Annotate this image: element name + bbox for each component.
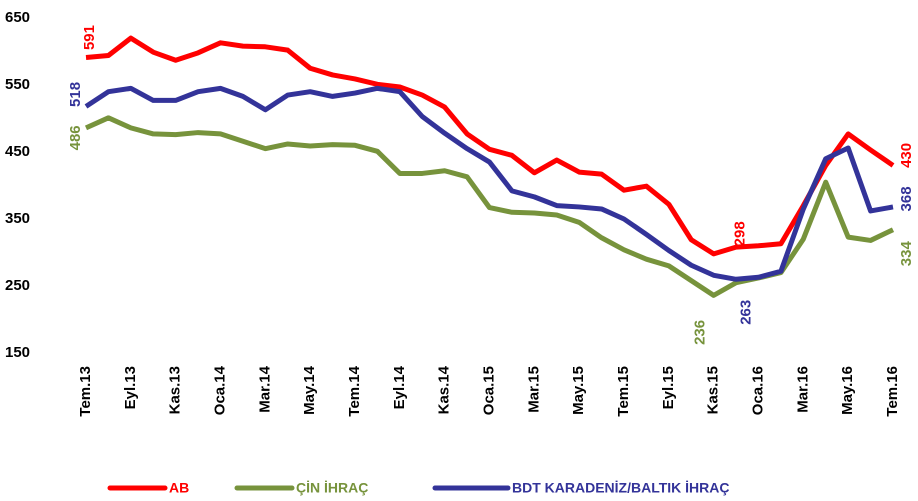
legend-label: BDT KARADENİZ/BALTIK İHRAÇ xyxy=(512,480,730,496)
y-tick-label: 450 xyxy=(5,143,30,160)
y-tick-label: 650 xyxy=(5,9,30,26)
data-label: 263 xyxy=(737,300,754,325)
x-tick-label: Eyl.14 xyxy=(391,365,408,409)
data-label: 430 xyxy=(898,143,915,168)
y-tick-label: 150 xyxy=(5,344,30,361)
x-tick-label: Eyl.13 xyxy=(122,366,139,409)
y-tick-label: 550 xyxy=(5,76,30,93)
x-tick-label: Mar.16 xyxy=(794,366,811,413)
x-tick-label: Tem.13 xyxy=(77,366,94,417)
line xyxy=(84,115,895,298)
x-tick-label: Oca.16 xyxy=(749,366,766,415)
legend-label: ÇİN İHRAÇ xyxy=(296,480,368,496)
line xyxy=(85,35,895,257)
x-tick-label: Tem.15 xyxy=(615,366,632,417)
legend-label: AB xyxy=(169,480,189,496)
y-tick-label: 350 xyxy=(5,210,30,227)
data-label: 368 xyxy=(898,186,915,211)
x-tick-label: Tem.14 xyxy=(346,365,363,416)
x-tick-label: May.15 xyxy=(570,366,587,415)
line xyxy=(84,85,894,282)
x-tick-label: Kas.13 xyxy=(167,366,184,414)
x-tick-label: Eyl.15 xyxy=(660,366,677,409)
data-label: 591 xyxy=(81,25,98,50)
x-tick-label: Kas.14 xyxy=(436,365,453,414)
data-label: 334 xyxy=(898,241,915,267)
data-label: 298 xyxy=(732,221,749,246)
x-tick-label: Mar.14 xyxy=(256,365,273,412)
y-tick-label: 250 xyxy=(5,277,30,294)
x-tick-label: Oca.15 xyxy=(480,366,497,415)
data-label: 486 xyxy=(67,125,84,150)
data-label: 236 xyxy=(692,320,709,345)
x-tick-label: Oca.14 xyxy=(211,365,228,415)
x-tick-label: May.16 xyxy=(839,366,856,415)
x-tick-label: Kas.15 xyxy=(705,366,722,414)
x-tick-label: May.14 xyxy=(301,365,318,415)
x-tick-label: Tem.16 xyxy=(884,366,901,417)
x-tick-label: Mar.15 xyxy=(525,366,542,413)
data-label: 518 xyxy=(67,82,84,107)
